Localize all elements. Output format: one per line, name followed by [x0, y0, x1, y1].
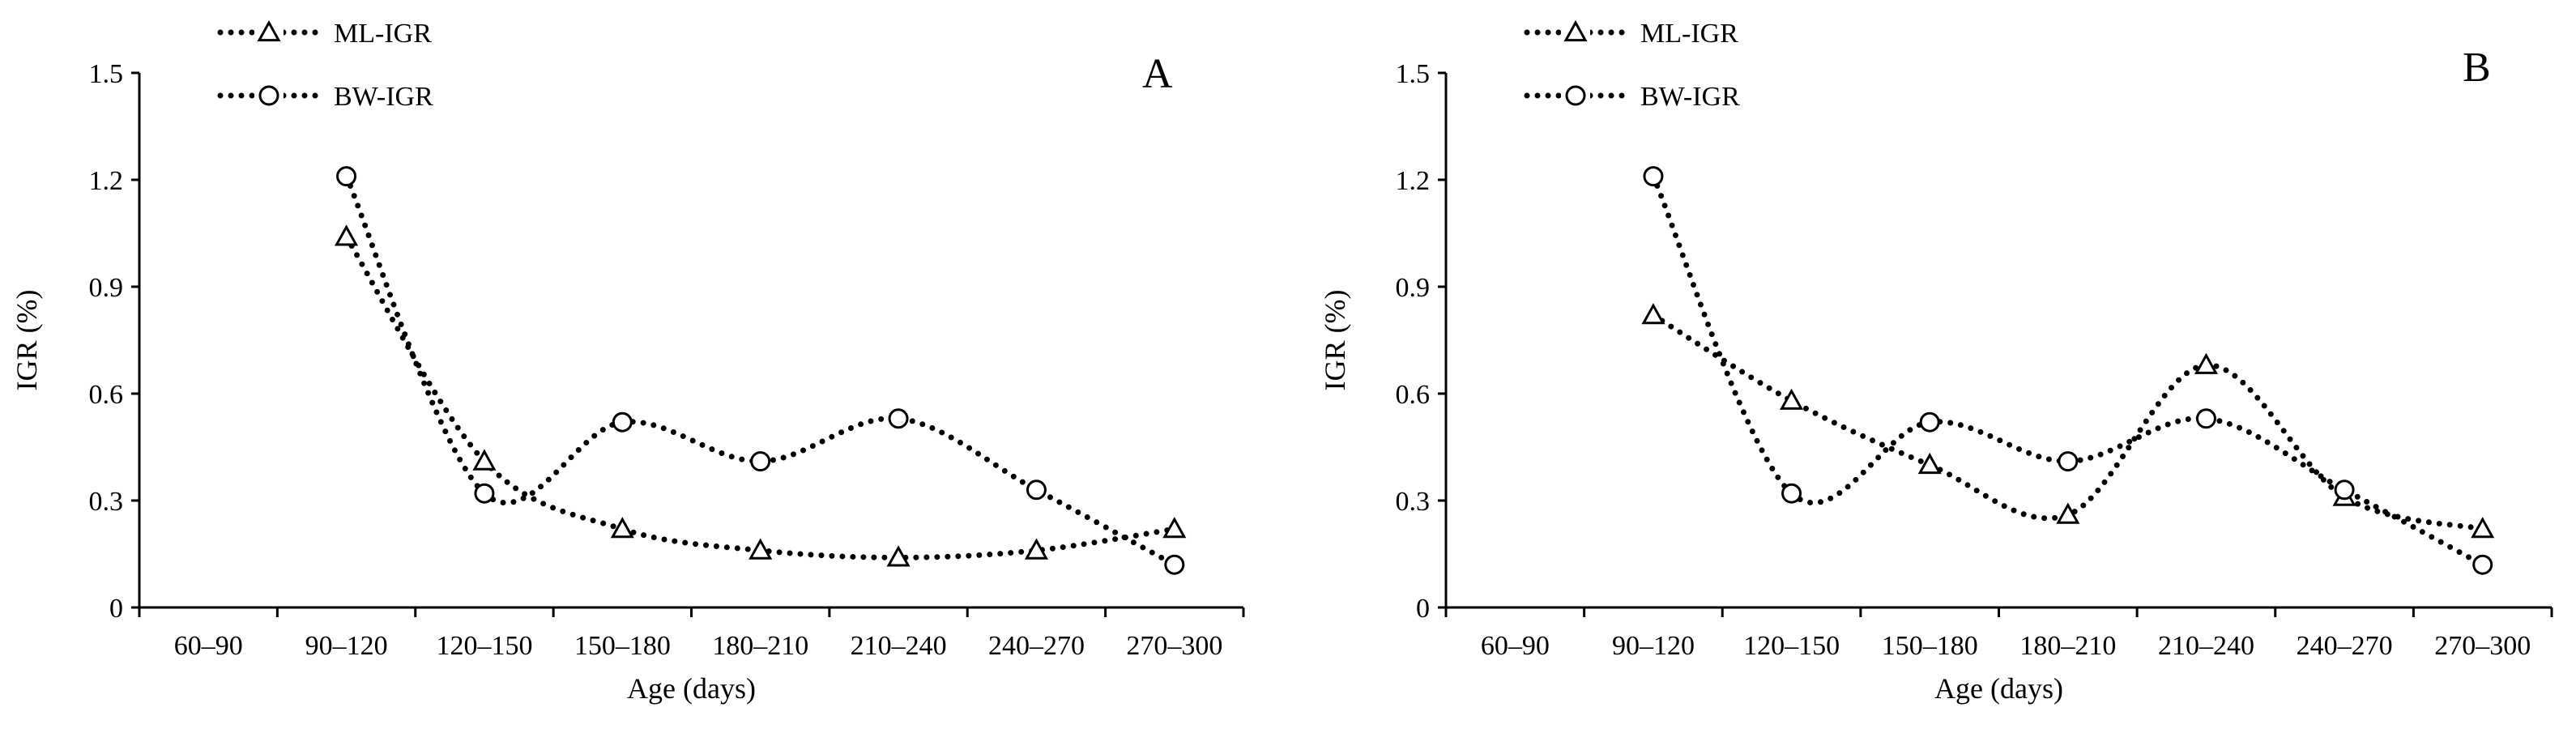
x-tick-label: 150–180 — [574, 631, 671, 661]
data-point-triangle — [886, 545, 911, 567]
x-tick-label: 90–120 — [305, 631, 388, 661]
data-point-circle — [2195, 408, 2216, 429]
legend-label: BW-IGR — [1640, 82, 1740, 112]
x-tick-label: 210–240 — [2158, 631, 2254, 661]
data-point-circle — [1781, 483, 1802, 504]
y-tick-label: 1.5 — [89, 59, 124, 89]
data-point-circle — [750, 451, 771, 472]
data-point-triangle — [610, 517, 634, 539]
data-point-circle — [1026, 479, 1047, 501]
y-axis-title: IGR (%) — [1319, 290, 1351, 391]
panel-label: B — [2463, 45, 2491, 91]
data-point-triangle — [2471, 517, 2495, 539]
x-axis-title: Age (days) — [1934, 672, 2063, 705]
x-tick-label: 240–270 — [2297, 631, 2393, 661]
data-point-circle — [2058, 451, 2079, 472]
data-point-triangle — [1917, 452, 1942, 475]
data-point-triangle — [335, 224, 359, 246]
legend-marker-triangle — [257, 19, 281, 42]
y-tick-label: 1.2 — [89, 166, 124, 196]
x-tick-label: 270–300 — [1126, 631, 1222, 661]
x-tick-label: 60–90 — [174, 631, 243, 661]
data-point-triangle — [1641, 303, 1665, 325]
chart-panel-a: 0 0.3 0.6 0.9 1.2 1.5 60–90 90–120 120–150 150–18… — [11, 19, 1245, 705]
data-point-circle — [1643, 166, 1664, 187]
data-point-triangle — [748, 538, 773, 560]
data-point-circle — [612, 411, 633, 433]
y-tick-label: 1.2 — [1396, 166, 1431, 196]
legend-label: ML-IGR — [1640, 19, 1738, 49]
legend-marker-circle — [1565, 85, 1586, 106]
data-point-circle — [1164, 554, 1185, 575]
data-point-circle — [336, 166, 357, 187]
x-tick-label: 120–150 — [436, 631, 532, 661]
series-line — [343, 233, 1178, 560]
legend-label: ML-IGR — [334, 19, 432, 49]
data-point-circle — [2472, 554, 2493, 575]
series-ml-igr — [335, 224, 1187, 567]
legend: ML-IGR BW-IGR — [217, 19, 433, 112]
data-point-circle — [1919, 411, 1940, 433]
data-point-circle — [2334, 479, 2355, 501]
data-point-triangle — [1162, 517, 1187, 539]
y-axis-title: IGR (%) — [11, 290, 43, 391]
y-tick-label: 0 — [109, 594, 123, 624]
series-bw-igr — [336, 166, 1185, 575]
y-tick-label: 0 — [1416, 594, 1430, 624]
x-tick-label: 180–210 — [712, 631, 808, 661]
x-axis-title: Age (days) — [627, 672, 756, 705]
legend-marker-triangle — [1563, 19, 1588, 42]
x-tick-label: 270–300 — [2434, 631, 2531, 661]
series-line — [343, 173, 1178, 568]
legend-marker-circle — [258, 85, 279, 106]
y-tick-label: 0.6 — [1396, 380, 1431, 410]
legend: ML-IGR BW-IGR — [1524, 19, 1740, 112]
panel-label: A — [1142, 51, 1173, 97]
y-tick-label: 0.3 — [1396, 487, 1431, 517]
data-point-triangle — [1024, 538, 1048, 560]
y-tick-label: 1.5 — [1396, 59, 1431, 89]
data-point-triangle — [2194, 352, 2218, 374]
y-tick-label: 0.6 — [89, 380, 124, 410]
x-tick-label: 90–120 — [1612, 631, 1695, 661]
chart-panel-b: 0 0.3 0.6 0.9 1.2 1.5 60–90 90–120 120–150 150–18… — [1319, 19, 2553, 705]
x-tick-label: 180–210 — [2019, 631, 2116, 661]
y-tick-label: 0.9 — [1396, 273, 1431, 303]
x-tick-label: 150–180 — [1882, 631, 1978, 661]
y-tick-label: 0.9 — [89, 273, 124, 303]
y-tick-label: 0.3 — [89, 487, 124, 517]
data-point-triangle — [472, 449, 497, 471]
x-tick-label: 60–90 — [1481, 631, 1550, 661]
x-tick-label: 120–150 — [1743, 631, 1840, 661]
data-point-circle — [474, 483, 495, 504]
series-bw-igr — [1643, 166, 2493, 575]
data-point-triangle — [2056, 502, 2080, 524]
data-point-triangle — [1780, 388, 1804, 410]
legend-label: BW-IGR — [334, 82, 433, 112]
x-tick-label: 240–270 — [988, 631, 1085, 661]
data-point-circle — [888, 408, 909, 429]
x-tick-label: 210–240 — [851, 631, 947, 661]
